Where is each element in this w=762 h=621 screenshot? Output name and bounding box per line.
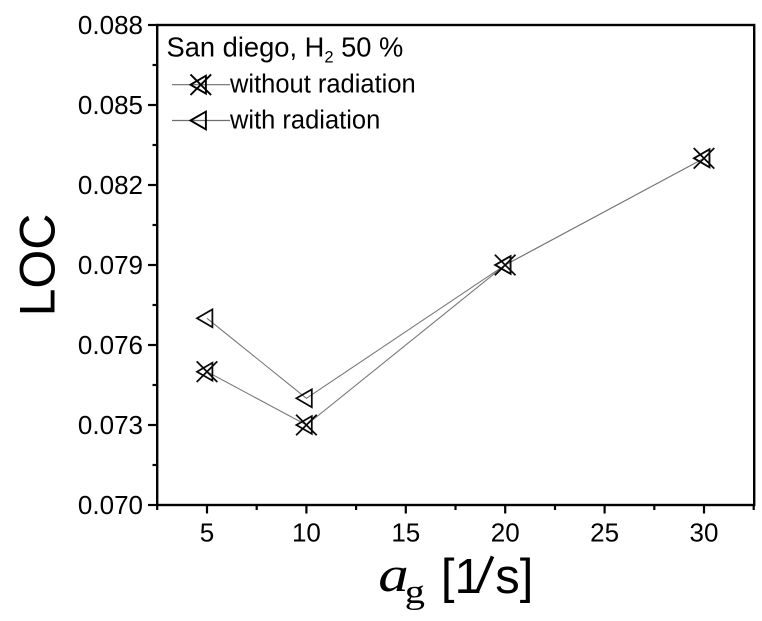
svg-text:0.079: 0.079 <box>78 250 143 280</box>
svg-text:[1: [1 <box>441 550 482 604</box>
svg-text:0.082: 0.082 <box>78 170 143 200</box>
svg-text:0.076: 0.076 <box>78 330 143 360</box>
svg-text:0.085: 0.085 <box>78 90 143 120</box>
svg-text:a: a <box>378 547 409 603</box>
svg-text:without radiation: without radiation <box>229 71 416 99</box>
svg-text:25: 25 <box>590 518 619 548</box>
svg-text:s]: s] <box>495 550 533 604</box>
svg-text:0.070: 0.070 <box>78 490 143 520</box>
svg-text:g: g <box>405 574 425 611</box>
svg-text:San diego, H2 50 %: San diego, H2 50 % <box>167 31 404 66</box>
svg-text:with radiation: with radiation <box>229 106 380 134</box>
svg-text:0.073: 0.073 <box>78 410 143 440</box>
svg-text:30: 30 <box>690 518 719 548</box>
svg-text:5: 5 <box>200 518 214 548</box>
svg-text:LOC: LOC <box>9 214 65 317</box>
svg-text:0.088: 0.088 <box>78 10 143 40</box>
svg-text:20: 20 <box>491 518 520 548</box>
svg-text:15: 15 <box>391 518 420 548</box>
svg-text:10: 10 <box>292 518 321 548</box>
